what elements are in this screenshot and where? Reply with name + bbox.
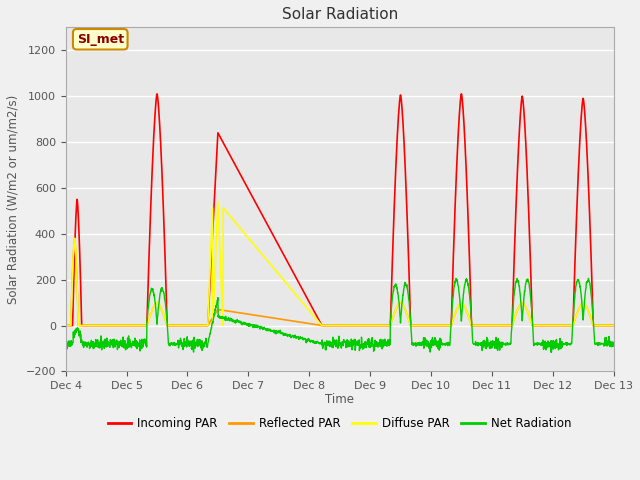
Reflected PAR	[212, 311, 220, 316]
Diffuse PAR	[586, 312, 593, 317]
Diffuse PAR	[214, 199, 221, 204]
Reflected PAR	[502, 323, 510, 328]
Net Radiation	[502, 342, 510, 348]
Incoming PAR	[153, 91, 161, 96]
Net Radiation	[345, 338, 353, 344]
Incoming PAR	[345, 323, 353, 328]
Diffuse PAR	[610, 323, 618, 328]
Incoming PAR	[502, 323, 510, 328]
Incoming PAR	[403, 186, 410, 192]
Reflected PAR	[345, 323, 353, 328]
Y-axis label: Solar Radiation (W/m2 or um/m2/s): Solar Radiation (W/m2 or um/m2/s)	[7, 95, 20, 304]
Diffuse PAR	[164, 323, 172, 328]
Legend: Incoming PAR, Reflected PAR, Diffuse PAR, Net Radiation: Incoming PAR, Reflected PAR, Diffuse PAR…	[103, 412, 576, 434]
Diffuse PAR	[62, 323, 70, 328]
X-axis label: Time: Time	[325, 393, 354, 406]
Incoming PAR	[212, 178, 220, 184]
Net Radiation	[402, 281, 410, 287]
Line: Diffuse PAR: Diffuse PAR	[66, 202, 614, 325]
Reflected PAR	[403, 309, 410, 315]
Line: Net Radiation: Net Radiation	[66, 278, 614, 352]
Net Radiation	[211, 306, 219, 312]
Incoming PAR	[586, 215, 593, 220]
Line: Reflected PAR: Reflected PAR	[66, 239, 614, 325]
Incoming PAR	[610, 323, 618, 328]
Net Radiation	[164, 328, 172, 334]
Net Radiation	[586, 282, 594, 288]
Reflected PAR	[164, 323, 172, 328]
Net Radiation	[610, 342, 618, 348]
Title: Solar Radiation: Solar Radiation	[282, 7, 398, 22]
Diffuse PAR	[211, 267, 219, 273]
Net Radiation	[548, 349, 556, 355]
Reflected PAR	[71, 236, 79, 241]
Reflected PAR	[62, 323, 70, 328]
Reflected PAR	[586, 312, 593, 317]
Incoming PAR	[164, 323, 172, 328]
Line: Incoming PAR: Incoming PAR	[66, 94, 614, 325]
Net Radiation	[584, 276, 592, 281]
Text: SI_met: SI_met	[77, 33, 124, 46]
Net Radiation	[62, 340, 70, 346]
Diffuse PAR	[345, 323, 353, 328]
Diffuse PAR	[502, 323, 510, 328]
Incoming PAR	[62, 323, 70, 328]
Reflected PAR	[610, 323, 618, 328]
Diffuse PAR	[403, 309, 410, 315]
